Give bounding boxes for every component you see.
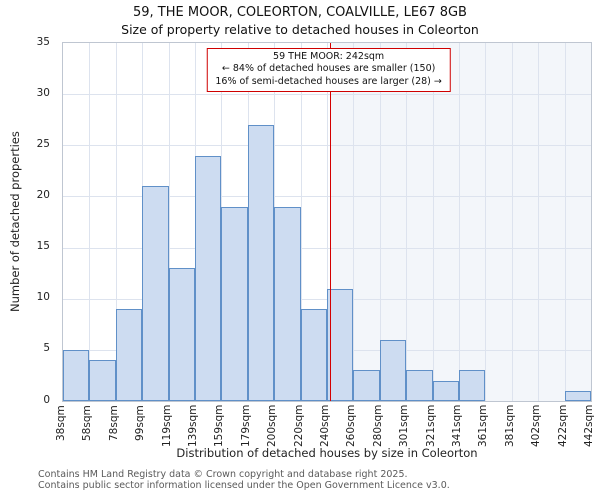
histogram-bar xyxy=(564,390,591,401)
larger-homes-shade-region xyxy=(329,43,591,401)
histogram-bar xyxy=(195,155,222,401)
y-tick-label: 10 xyxy=(36,291,50,304)
histogram-bar xyxy=(221,206,248,401)
chart-title: 59, THE MOOR, COLEORTON, COALVILLE, LE67… xyxy=(133,5,467,20)
vertical-gridline xyxy=(459,43,460,401)
vertical-gridline xyxy=(485,43,487,401)
vertical-gridline xyxy=(379,43,381,401)
y-tick-label: 30 xyxy=(36,86,50,99)
annotation-line-1: 59 THE MOOR: 242sqm xyxy=(273,51,385,62)
footer-line-2: Contains public sector information licen… xyxy=(38,480,450,492)
chart-subtitle: Size of property relative to detached ho… xyxy=(121,22,479,37)
histogram-bar xyxy=(274,206,301,401)
y-tick-label: 0 xyxy=(43,393,50,406)
footer-line-1: Contains HM Land Registry data © Crown c… xyxy=(38,469,408,480)
y-tick-label: 35 xyxy=(36,35,50,48)
vertical-gridline xyxy=(538,43,540,401)
histogram-bar xyxy=(115,308,143,401)
vertical-gridline xyxy=(432,43,434,401)
vertical-gridline xyxy=(115,43,117,401)
histogram-bar xyxy=(432,380,459,401)
histogram-bar xyxy=(89,360,116,401)
y-tick-label: 25 xyxy=(36,137,50,150)
plot-area xyxy=(62,42,592,402)
histogram-bar xyxy=(406,370,433,401)
y-tick-label: 20 xyxy=(36,188,50,201)
y-tick-label: 15 xyxy=(36,240,50,253)
histogram-bar xyxy=(327,288,354,401)
vertical-gridline xyxy=(406,43,408,401)
histogram-bar xyxy=(353,370,380,401)
attribution-footer: Contains HM Land Registry data © Crown c… xyxy=(38,469,450,492)
histogram-bar xyxy=(63,349,90,401)
marker-annotation-box: 59 THE MOOR: 242sqm ← 84% of detached ho… xyxy=(206,48,451,93)
subject-property-marker-line xyxy=(329,43,332,401)
histogram-bar xyxy=(300,308,327,401)
x-axis-label: Distribution of detached houses by size … xyxy=(176,446,478,460)
histogram-bar xyxy=(247,124,275,401)
vertical-gridline xyxy=(168,43,170,401)
annotation-line-2: ← 84% of detached houses are smaller (15… xyxy=(221,63,436,75)
vertical-gridline xyxy=(89,43,91,401)
vertical-gridline xyxy=(353,43,355,401)
y-axis-ticks: 0 5 10 15 20 25 30 35 xyxy=(0,36,56,406)
vertical-gridline xyxy=(511,43,513,401)
histogram-bar xyxy=(459,370,486,401)
histogram-bar xyxy=(168,268,195,401)
annotation-line-3: 16% of semi-detached houses are larger (… xyxy=(215,75,442,87)
histogram-bar xyxy=(142,186,169,401)
histogram-bar xyxy=(379,339,407,401)
vertical-gridline xyxy=(327,43,328,401)
vertical-gridline xyxy=(564,43,566,401)
y-tick-label: 5 xyxy=(43,342,50,355)
vertical-gridline xyxy=(300,43,302,401)
